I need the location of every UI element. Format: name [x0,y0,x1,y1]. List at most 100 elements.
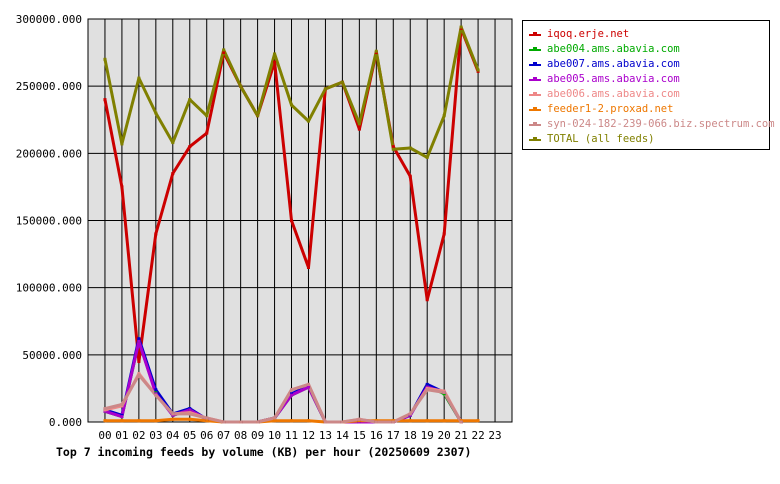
x-tick-label: 02 [132,429,145,442]
x-tick-label: 05 [183,429,196,442]
data-point [222,48,226,52]
data-point [323,420,327,424]
data-point [171,171,175,175]
data-point [374,49,378,53]
data-point [120,419,124,423]
x-tick-label: 00 [98,429,111,442]
data-point [391,420,395,424]
data-point [137,76,141,80]
data-point [290,419,294,423]
data-point [222,51,226,55]
data-point [103,407,107,411]
x-tick-label: 12 [302,429,315,442]
data-point [137,360,141,364]
legend: iqoq.erje.net abe004.ams.abavia.com abe007… [522,20,775,150]
data-point [137,419,141,423]
x-tick-label: 11 [285,429,298,442]
y-tick-label: 150000.000 [16,215,82,228]
data-point [171,412,175,416]
data-point [408,419,412,423]
data-point [205,114,209,118]
data-point [290,393,294,397]
data-point [239,420,243,424]
x-tick-label: 01 [115,429,128,442]
legend-label: abe007.ams.abavia.com [547,58,680,70]
data-point [476,419,480,423]
data-point [425,419,429,423]
data-point [120,415,124,419]
data-point [256,420,260,424]
y-tick-label: 100000.000 [16,282,82,295]
data-point [340,80,344,84]
data-point [459,420,463,424]
data-point [425,298,429,302]
y-tick-label: 50000.000 [22,349,82,362]
data-point [120,403,124,407]
y-tick-label: 0.000 [49,416,82,429]
data-point [239,84,243,88]
data-point [205,416,209,420]
legend-label: abe004.ams.abavia.com [547,43,680,55]
data-point [442,419,446,423]
x-tick-label: 13 [319,429,332,442]
data-point [340,420,344,424]
data-point [442,114,446,118]
x-tick-label: 14 [336,429,350,442]
data-point [205,131,209,135]
data-point [306,266,310,270]
data-point [425,155,429,159]
data-point [391,145,395,149]
x-tick-label: 15 [353,429,366,442]
data-point [154,393,158,397]
legend-marker [533,137,537,141]
data-point [442,390,446,394]
y-tick-label: 250000.000 [16,80,82,93]
legend-label: abe005.ams.abavia.com [547,73,680,85]
data-point [290,103,294,107]
x-tick-label: 21 [454,429,467,442]
data-point [188,417,192,421]
x-tick-label: 07 [217,429,230,442]
data-point [188,412,192,416]
data-point [391,147,395,151]
legend-marker [533,77,537,81]
data-point [137,337,141,341]
data-point [137,339,141,343]
data-point [171,141,175,145]
data-point [442,232,446,236]
data-point [306,119,310,123]
x-tick-label: 09 [251,429,264,442]
data-point [273,52,277,56]
x-tick-label: 19 [421,429,434,442]
data-point [290,219,294,222]
x-tick-label: 17 [387,429,400,442]
legend-label: TOTAL (all feeds) [547,133,655,145]
data-point [137,373,141,377]
x-tick-label: 03 [149,429,162,442]
x-tick-label: 18 [404,429,417,442]
data-point [273,416,277,420]
series-line [104,373,463,424]
x-tick-label: 23 [488,429,501,442]
data-point [120,142,124,146]
legend-marker [533,92,537,96]
data-point [154,232,158,236]
data-point [323,87,327,91]
x-tick-label: 10 [268,429,281,442]
legend-label: syn-024-182-239-066.biz.spectrum.com [547,118,775,130]
data-point [425,382,429,386]
data-point [357,127,361,131]
data-point [154,419,158,423]
legend-label: iqoq.erje.net [547,28,630,40]
data-point [120,185,124,189]
data-point [408,412,412,416]
data-point [306,382,310,386]
data-point [154,388,158,392]
y-tick-label: 200000.000 [16,147,82,160]
data-point [357,122,361,126]
data-point [273,419,277,423]
data-point [306,385,310,389]
legend-marker [533,62,537,66]
x-tick-label: 06 [200,429,213,442]
legend-marker [533,32,537,36]
